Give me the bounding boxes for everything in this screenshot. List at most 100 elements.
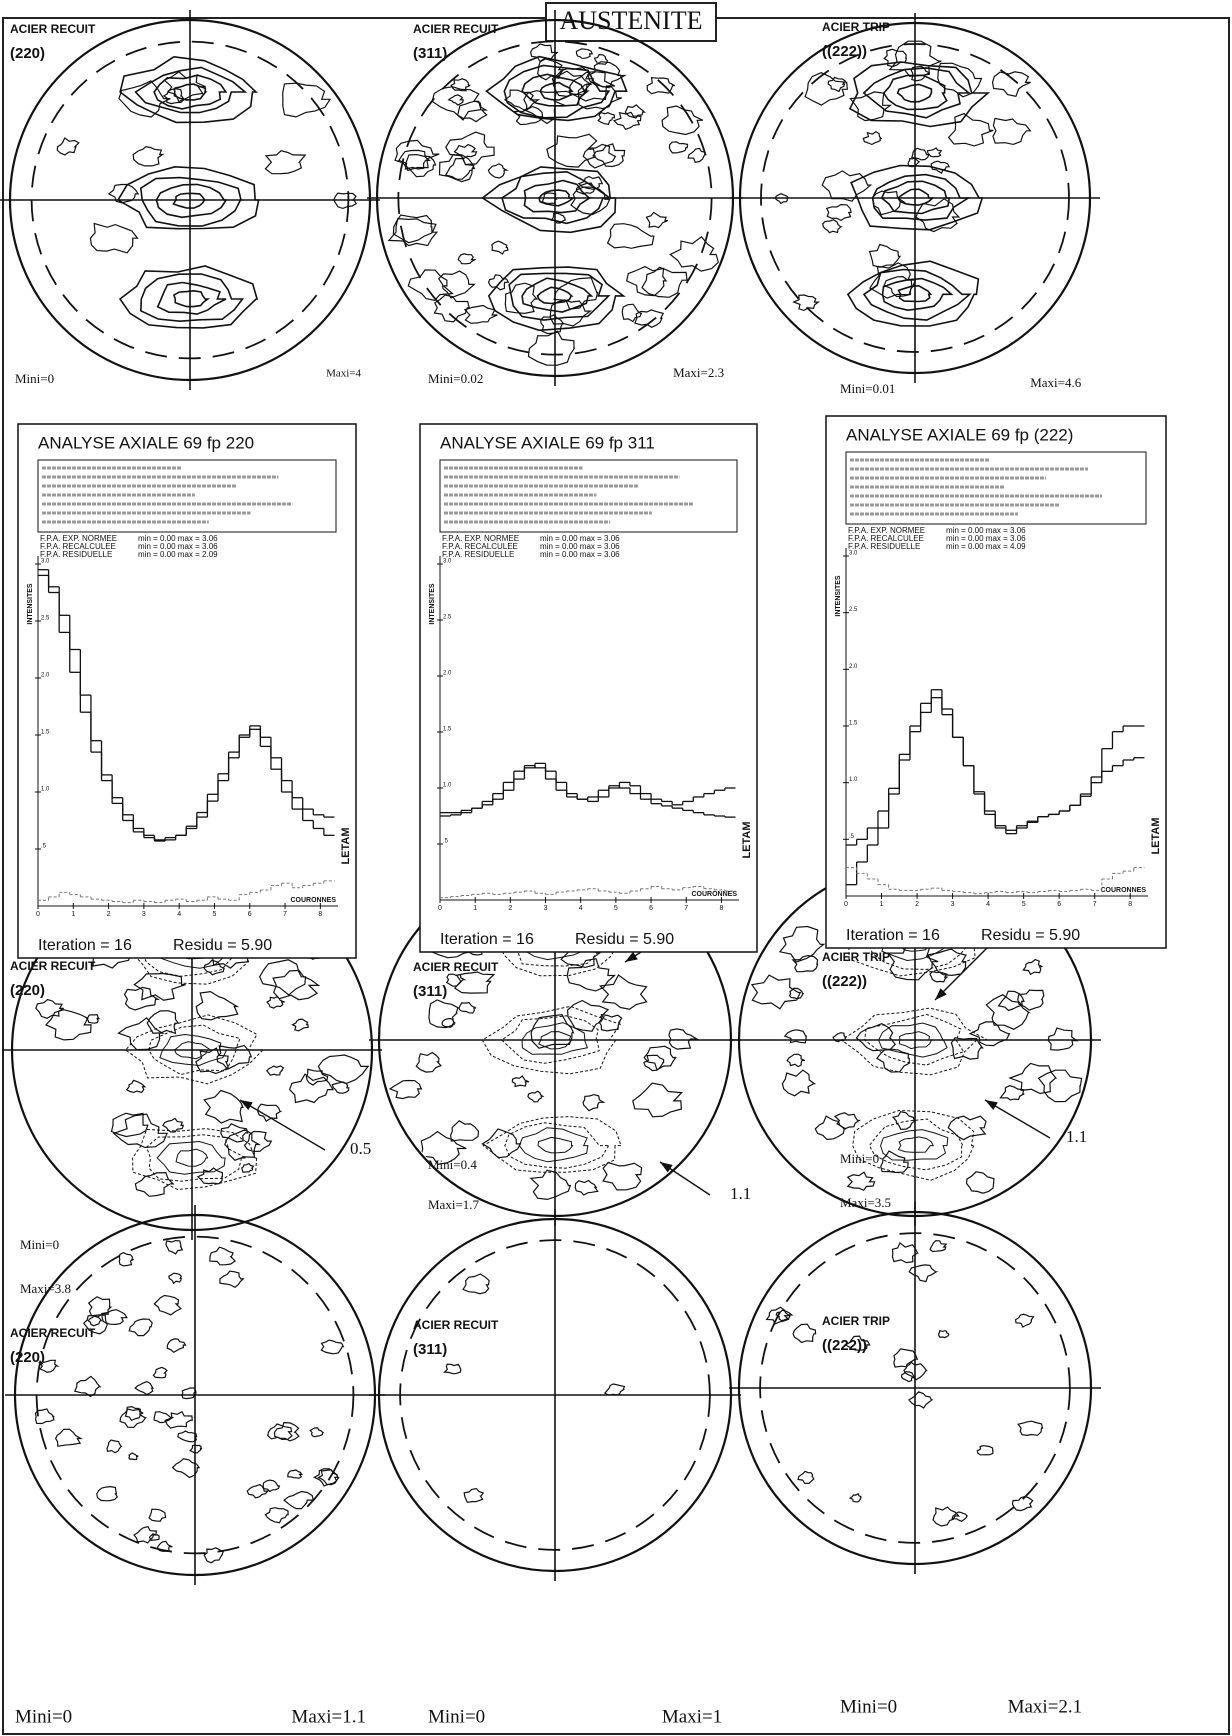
contour	[195, 990, 240, 1021]
contour	[862, 130, 883, 146]
x-tick-label: 0	[438, 905, 442, 912]
contour	[536, 286, 574, 305]
header-box	[439, 459, 738, 533]
contours	[774, 40, 1032, 327]
y-axis-label: INTENSITES	[429, 583, 436, 625]
contour	[661, 105, 704, 136]
contour	[132, 146, 165, 167]
contour	[511, 1075, 530, 1088]
contour	[882, 74, 948, 111]
maxi-label: Maxi=3.5	[840, 1195, 891, 1210]
x-axis-label: COURONNES	[290, 897, 336, 904]
contour	[574, 1179, 599, 1196]
y-axis-label: INTENSITES	[27, 583, 34, 625]
contour	[775, 1309, 794, 1322]
x-axis-label: COURONNES	[691, 891, 737, 898]
contour	[437, 270, 476, 299]
plane-label: ((222))	[822, 43, 867, 60]
contour	[892, 1111, 917, 1131]
contour	[1008, 1062, 1058, 1095]
y-tick-label: 2.5	[443, 615, 452, 621]
contour	[750, 974, 802, 1010]
contour	[883, 48, 908, 68]
contour	[133, 972, 186, 1001]
material-label: ACIER TRIP	[822, 1314, 890, 1328]
contour	[181, 1387, 197, 1400]
x-tick-label: 0	[844, 901, 848, 908]
x-tick-label: 5	[1022, 901, 1026, 908]
contours	[387, 43, 720, 366]
contour	[117, 1016, 165, 1051]
mini-label: Mini=0.02	[428, 371, 483, 386]
contour	[118, 265, 259, 329]
contour	[624, 104, 647, 119]
contour	[997, 990, 1025, 1012]
legend-name: F.P.A. RESIDUELLE	[40, 550, 112, 559]
contour	[241, 1162, 255, 1173]
contour	[317, 1054, 370, 1085]
contour	[447, 94, 464, 106]
contour	[153, 1294, 182, 1316]
contour	[897, 284, 933, 303]
arrow-head	[240, 1100, 253, 1111]
chart-title: ANALYSE AXIALE 69 fp (222)	[846, 425, 1073, 444]
contour	[898, 1031, 933, 1050]
contour	[848, 1492, 862, 1503]
x-tick-label: 5	[213, 911, 217, 918]
material-label: ACIER TRIP	[822, 950, 890, 964]
contour	[220, 1122, 249, 1143]
contour	[155, 183, 228, 219]
contour	[907, 1391, 934, 1409]
legend-stats: min = 0.00 max = 3.06	[946, 534, 1026, 543]
figure-title: AUSTENITE	[560, 6, 703, 35]
contour	[485, 55, 628, 122]
contour	[257, 1103, 283, 1122]
contour	[634, 309, 665, 328]
contours	[750, 909, 1083, 1194]
step-riser	[450, 886, 726, 898]
contour	[546, 133, 598, 168]
contour	[880, 180, 951, 215]
contour	[110, 1112, 149, 1138]
x-tick-label: 1	[71, 911, 75, 918]
contour	[333, 192, 358, 210]
contour	[89, 222, 139, 254]
contour	[264, 1507, 289, 1524]
maxi-label: Maxi=1	[662, 1706, 722, 1727]
side-label: LETAM	[741, 821, 753, 858]
contour	[458, 1001, 477, 1014]
x-tick-label: 8	[1128, 901, 1132, 908]
contour	[453, 971, 496, 994]
contour	[123, 986, 161, 1011]
contour	[420, 1130, 467, 1165]
contour	[540, 314, 565, 335]
x-tick-label: 8	[318, 911, 322, 918]
contour	[575, 48, 594, 59]
y-tick-label: 2.0	[41, 673, 50, 679]
legend-name: F.P.A. EXP. NORMEE	[442, 534, 519, 543]
x-tick-label: 6	[248, 911, 252, 918]
contour	[392, 214, 433, 244]
contour	[35, 998, 64, 1019]
contour	[463, 1487, 485, 1503]
contour	[900, 1371, 916, 1383]
contour	[518, 1127, 589, 1163]
annotation-label: 1.1	[1066, 1127, 1087, 1146]
y-tick-label: .5	[443, 839, 449, 845]
contour	[463, 304, 498, 324]
mini-label: Mini=0	[840, 1696, 897, 1717]
mini-label: Mini=0	[15, 371, 54, 386]
maxi-label: Maxi=2.3	[673, 365, 724, 380]
legend-stats: min = 0.00 max = 3.06	[540, 534, 620, 543]
legend-name: F.P.A. RECALCULEE	[848, 534, 924, 543]
contour	[570, 186, 611, 216]
contour	[189, 1444, 203, 1454]
iteration-label: Iteration = 16	[38, 937, 132, 954]
contour	[599, 974, 648, 1010]
contour	[781, 1069, 817, 1097]
contour	[569, 71, 616, 102]
contour	[139, 273, 245, 323]
contour	[862, 268, 972, 321]
legend-name: F.P.A. EXP. NORMEE	[848, 526, 925, 535]
contour	[175, 1148, 209, 1167]
